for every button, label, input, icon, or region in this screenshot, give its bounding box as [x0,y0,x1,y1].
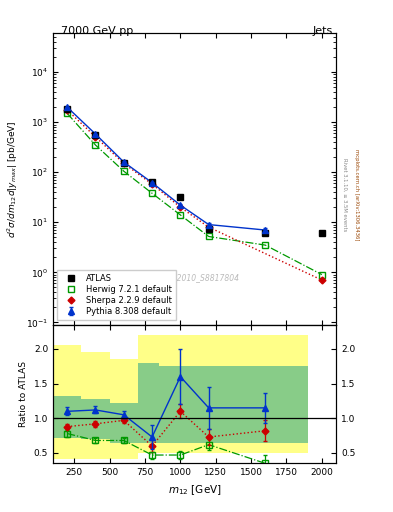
Herwig 7.2.1 default [263,242,268,248]
Y-axis label: Ratio to ATLAS: Ratio to ATLAS [19,361,28,427]
ATLAS [206,225,211,231]
Herwig 7.2.1 default [65,111,70,117]
Herwig 7.2.1 default [320,271,324,278]
Herwig 7.2.1 default [206,233,211,240]
ATLAS [65,106,70,113]
Sherpa 2.2.9 default [150,181,154,187]
Text: Rivet 3.1.10, ≥ 3.5M events: Rivet 3.1.10, ≥ 3.5M events [342,158,347,231]
X-axis label: $m_{12}$ [GeV]: $m_{12}$ [GeV] [168,483,221,497]
Line: Herwig 7.2.1 default: Herwig 7.2.1 default [64,110,325,278]
ATLAS [263,230,268,237]
Line: ATLAS: ATLAS [64,106,268,237]
Sherpa 2.2.9 default [121,160,126,166]
Sherpa 2.2.9 default [178,204,183,210]
Legend: ATLAS, Herwig 7.2.1 default, Sherpa 2.2.9 default, Pythia 8.308 default: ATLAS, Herwig 7.2.1 default, Sherpa 2.2.… [57,270,176,321]
Herwig 7.2.1 default [178,212,183,218]
Line: Sherpa 2.2.9 default: Sherpa 2.2.9 default [65,108,324,283]
Sherpa 2.2.9 default [320,277,324,283]
Herwig 7.2.1 default [150,190,154,197]
Text: mcplots.cern.ch [arXiv:1306.3436]: mcplots.cern.ch [arXiv:1306.3436] [354,149,359,240]
Sherpa 2.2.9 default [93,134,98,140]
Sherpa 2.2.9 default [65,107,70,113]
Herwig 7.2.1 default [93,142,98,148]
ATLAS [178,194,183,200]
ATLAS [121,160,126,166]
Y-axis label: $d^2\sigma/dm_{12}d|y_{max}|$ [pb/GeV]: $d^2\sigma/dm_{12}d|y_{max}|$ [pb/GeV] [6,120,20,238]
Text: 7000 GeV pp: 7000 GeV pp [61,26,133,36]
Herwig 7.2.1 default [121,168,126,174]
ATLAS [93,132,98,138]
ATLAS [150,179,154,185]
Text: Jets: Jets [313,26,333,36]
Sherpa 2.2.9 default [206,224,211,230]
Text: ATLAS_2010_S8817804: ATLAS_2010_S8817804 [149,273,240,283]
